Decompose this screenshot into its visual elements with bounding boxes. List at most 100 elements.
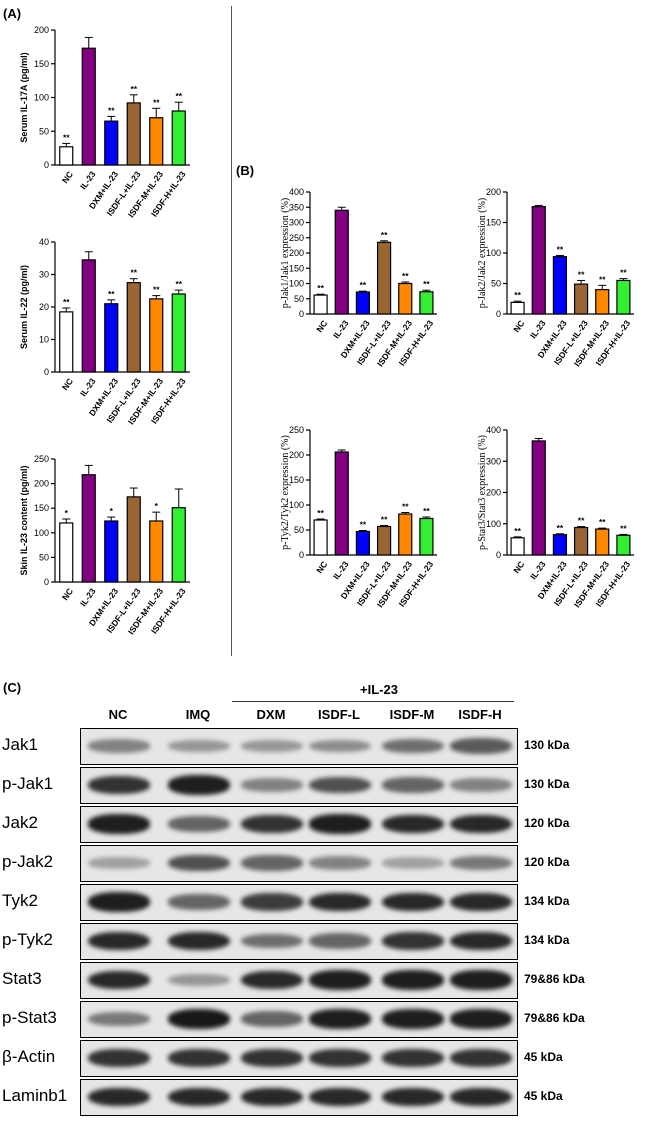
significance-label: ** [423, 279, 430, 289]
bar [398, 513, 413, 556]
x-tick-label: IL-23 [331, 318, 351, 340]
blot-membrane [80, 1040, 518, 1077]
molecular-weight-label: 45 kDa [524, 1050, 563, 1064]
x-tick-label: IL-23 [78, 376, 98, 398]
blot-row: p-Jak1 130 kDa [0, 767, 661, 804]
blot-band [309, 933, 371, 949]
blot-band [168, 739, 230, 753]
blot-membrane [80, 767, 518, 804]
blot-band [450, 856, 512, 870]
blot-band [241, 739, 303, 753]
panel-c-label: (C) [3, 680, 22, 695]
blot-band [168, 973, 230, 987]
blot-band [450, 1048, 512, 1068]
blot-band [88, 1048, 150, 1068]
bar [149, 298, 164, 373]
blot-band [309, 892, 371, 912]
blot-protein-label: p-Jak1 [2, 774, 54, 793]
blot-band [382, 814, 444, 834]
blot-protein-label: Tyk2 [2, 891, 38, 910]
significance-label: ** [381, 515, 388, 525]
bar [334, 209, 349, 315]
bar [149, 520, 164, 583]
y-axis-label: Serum IL-17A (pg/ml) [19, 52, 29, 142]
y-tick-label: 100 [486, 519, 501, 529]
y-axis-label: p-Stat3/Stat3 expression (%) [477, 435, 488, 550]
x-tick-label: IL-23 [331, 559, 351, 581]
blot-band [241, 1011, 303, 1027]
y-tick-label: 100 [289, 279, 304, 289]
chart-serum-il17a: 0 50 100 150 200 Serum IL-17A (pg/ml) ** NC IL-2… [19, 25, 190, 219]
y-tick-label: 50 [39, 126, 49, 136]
blot-band [88, 857, 150, 869]
bar [398, 282, 413, 315]
bar [552, 534, 568, 556]
blot-band [168, 1087, 230, 1107]
blot-band [309, 1009, 371, 1029]
blot-band [382, 1048, 444, 1068]
y-tick-label: 300 [289, 218, 304, 228]
significance-label: ** [317, 283, 324, 293]
blot-membrane [80, 806, 518, 843]
blot-band [168, 1009, 230, 1029]
il23-group-label: +IL-23 [360, 682, 398, 697]
blot-membrane [80, 962, 518, 999]
significance-label: ** [317, 508, 324, 518]
y-tick-label: 30 [39, 270, 49, 280]
y-tick-label: 50 [491, 279, 501, 289]
significance-label: ** [175, 279, 182, 289]
blot-band [450, 778, 512, 792]
bar [104, 120, 119, 166]
significance-label: * [155, 501, 159, 511]
blot-protein-label: p-Stat3 [2, 1008, 57, 1027]
x-tick-label: IL-23 [528, 318, 548, 340]
blot-band [382, 1087, 444, 1107]
blot-band [309, 739, 371, 753]
blot-band [450, 1009, 512, 1029]
y-tick-label: 150 [34, 503, 49, 513]
significance-label: ** [381, 230, 388, 240]
blot-band [450, 970, 512, 990]
lane-label: ISDF-M [389, 707, 435, 722]
bar [419, 291, 434, 315]
blot-band [241, 970, 303, 990]
blot-protein-label: p-Tyk2 [2, 930, 54, 949]
significance-label: ** [108, 289, 115, 299]
molecular-weight-label: 120 kDa [524, 855, 570, 869]
bar [510, 301, 525, 315]
y-tick-label: 0 [44, 577, 49, 587]
blot-row: Laminb1 45 kDa [0, 1079, 661, 1116]
blot-band [309, 776, 371, 794]
western-blot-panel: +IL-23 NC IMQ DXM ISDF-L ISDF-M ISDF-H Jak1 13… [0, 676, 661, 1122]
bar [126, 282, 141, 373]
y-tick-label: 200 [486, 488, 501, 498]
blot-membrane [80, 728, 518, 765]
blot-band [450, 892, 512, 912]
blot-band [88, 970, 150, 990]
y-tick-label: 50 [294, 294, 304, 304]
bar [573, 526, 589, 556]
blot-band [450, 1087, 512, 1107]
blot-band [241, 855, 303, 871]
molecular-weight-label: 120 kDa [524, 816, 570, 830]
blot-band [382, 931, 444, 951]
y-tick-label: 150 [289, 263, 304, 273]
significance-label: ** [153, 97, 160, 107]
blot-band [241, 933, 303, 949]
blot-band [382, 738, 444, 754]
blot-band [168, 775, 230, 795]
y-tick-label: 400 [486, 425, 501, 435]
significance-label: * [65, 508, 69, 518]
bar [376, 525, 392, 556]
blot-band [241, 778, 303, 792]
bar [573, 283, 589, 315]
chart-skin-il23: 0 50 100 150 200 250 Skin IL-23 content (pg/ml… [19, 454, 190, 636]
y-tick-label: 200 [34, 25, 49, 35]
bar [616, 534, 631, 556]
y-tick-label: 10 [39, 335, 49, 345]
blot-band [168, 816, 230, 832]
bar [126, 102, 141, 166]
bar [552, 256, 568, 315]
molecular-weight-label: 79&86 kDa [524, 1011, 585, 1025]
significance-label: ** [153, 285, 160, 295]
